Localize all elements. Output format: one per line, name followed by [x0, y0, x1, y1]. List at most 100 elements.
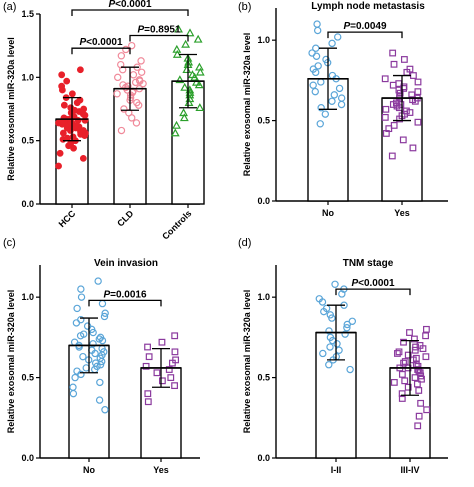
data-point: [325, 361, 333, 369]
data-point: [69, 133, 77, 141]
data-point: [98, 299, 107, 308]
data-point: [77, 285, 85, 293]
data-point: [171, 332, 179, 340]
data-point: [175, 75, 185, 84]
y-axis-label: Relative exosomal miR-320a level: [242, 33, 252, 177]
panel-a: (a) 0.0 0.5 1.0 1.5 Relative exosomal miR-320…: [3, 0, 205, 242]
data-point: [60, 114, 68, 122]
data-point: [195, 62, 204, 71]
data-point: [117, 52, 126, 60]
p-value-label: P=0.0049: [343, 21, 387, 32]
data-point: [398, 370, 406, 378]
data-point: [122, 45, 130, 54]
data-point: [398, 390, 406, 398]
x-tick-label: No: [83, 465, 95, 475]
data-point: [400, 56, 408, 63]
x-tick-label: III-IV: [400, 465, 419, 475]
data-point: [80, 330, 88, 338]
data-point: [389, 81, 397, 89]
data-point: [410, 72, 417, 79]
data-point: [153, 369, 161, 377]
data-point: [316, 120, 324, 128]
data-point: [100, 312, 109, 321]
data-point: [113, 90, 121, 98]
y-axis-label: Relative exosomal miR-320a level: [6, 37, 16, 181]
data-point: [397, 101, 405, 108]
data-point: [101, 406, 109, 414]
data-point: [415, 412, 423, 420]
data-point: [117, 126, 126, 135]
data-point: [412, 343, 419, 351]
data-point: [341, 330, 349, 338]
data-point: [416, 342, 424, 349]
data-point: [412, 354, 420, 362]
data-point: [314, 62, 322, 70]
y-tick-label: 0.0: [257, 196, 270, 206]
y-tick-label: 0.5: [257, 116, 270, 126]
data-point: [145, 353, 153, 361]
data-point: [179, 113, 189, 122]
data-point: [337, 94, 346, 102]
data-point: [390, 60, 398, 68]
data-point: [167, 374, 175, 381]
data-point: [308, 49, 316, 57]
data-point: [414, 362, 422, 370]
data-point: [79, 154, 87, 162]
y-tick-label: 0.5: [21, 373, 34, 383]
data-point: [172, 44, 182, 53]
x-tick-label: Yes: [153, 465, 169, 475]
data-point: [171, 348, 179, 356]
data-point: [309, 81, 317, 89]
data-point: [406, 65, 414, 73]
data-point: [343, 324, 351, 332]
data-point: [137, 57, 145, 65]
x-tick-label: Controls: [160, 208, 193, 241]
data-point: [409, 96, 417, 104]
data-point: [404, 383, 412, 391]
x-tick-label: No: [322, 208, 334, 218]
data-point: [185, 28, 195, 37]
data-point: [137, 68, 146, 76]
data-point: [422, 353, 430, 361]
data-point: [59, 129, 67, 137]
data-point: [325, 327, 333, 335]
data-point: [321, 110, 330, 118]
data-point: [144, 343, 151, 351]
data-point: [414, 88, 422, 96]
data-point: [144, 390, 152, 398]
data-point: [135, 76, 144, 84]
data-point: [343, 320, 351, 329]
data-point: [409, 144, 417, 152]
significance-bracket: [327, 31, 403, 39]
data-point: [381, 113, 389, 121]
significance-bracket: [88, 299, 162, 307]
p-value-label: P=0.8951: [137, 25, 181, 36]
p-value-label: P<0.0001: [108, 0, 152, 10]
data-point: [312, 44, 320, 52]
data-point: [174, 24, 183, 33]
data-point: [144, 398, 152, 406]
data-point: [328, 97, 336, 105]
data-point: [96, 378, 104, 387]
p-value-label: P=0.0016: [103, 289, 147, 300]
data-point: [322, 55, 330, 64]
data-point: [73, 367, 81, 375]
y-tick-label: 1.5: [21, 9, 34, 19]
data-point: [80, 105, 88, 113]
data-point: [96, 333, 105, 342]
data-point: [394, 350, 401, 357]
data-point: [414, 422, 422, 430]
data-point: [58, 82, 66, 90]
data-point: [388, 152, 396, 160]
panel-label: (c): [3, 237, 16, 249]
data-point: [129, 71, 138, 79]
data-point: [101, 309, 109, 317]
data-point: [326, 311, 335, 319]
x-tick-label: Yes: [394, 208, 410, 218]
data-point: [95, 396, 104, 404]
panel-c: (c) Vein invasion 0.0 0.5 1.0 Relative exosom…: [3, 237, 200, 475]
data-point: [322, 304, 331, 313]
data-point: [331, 280, 339, 288]
data-point: [94, 277, 102, 285]
